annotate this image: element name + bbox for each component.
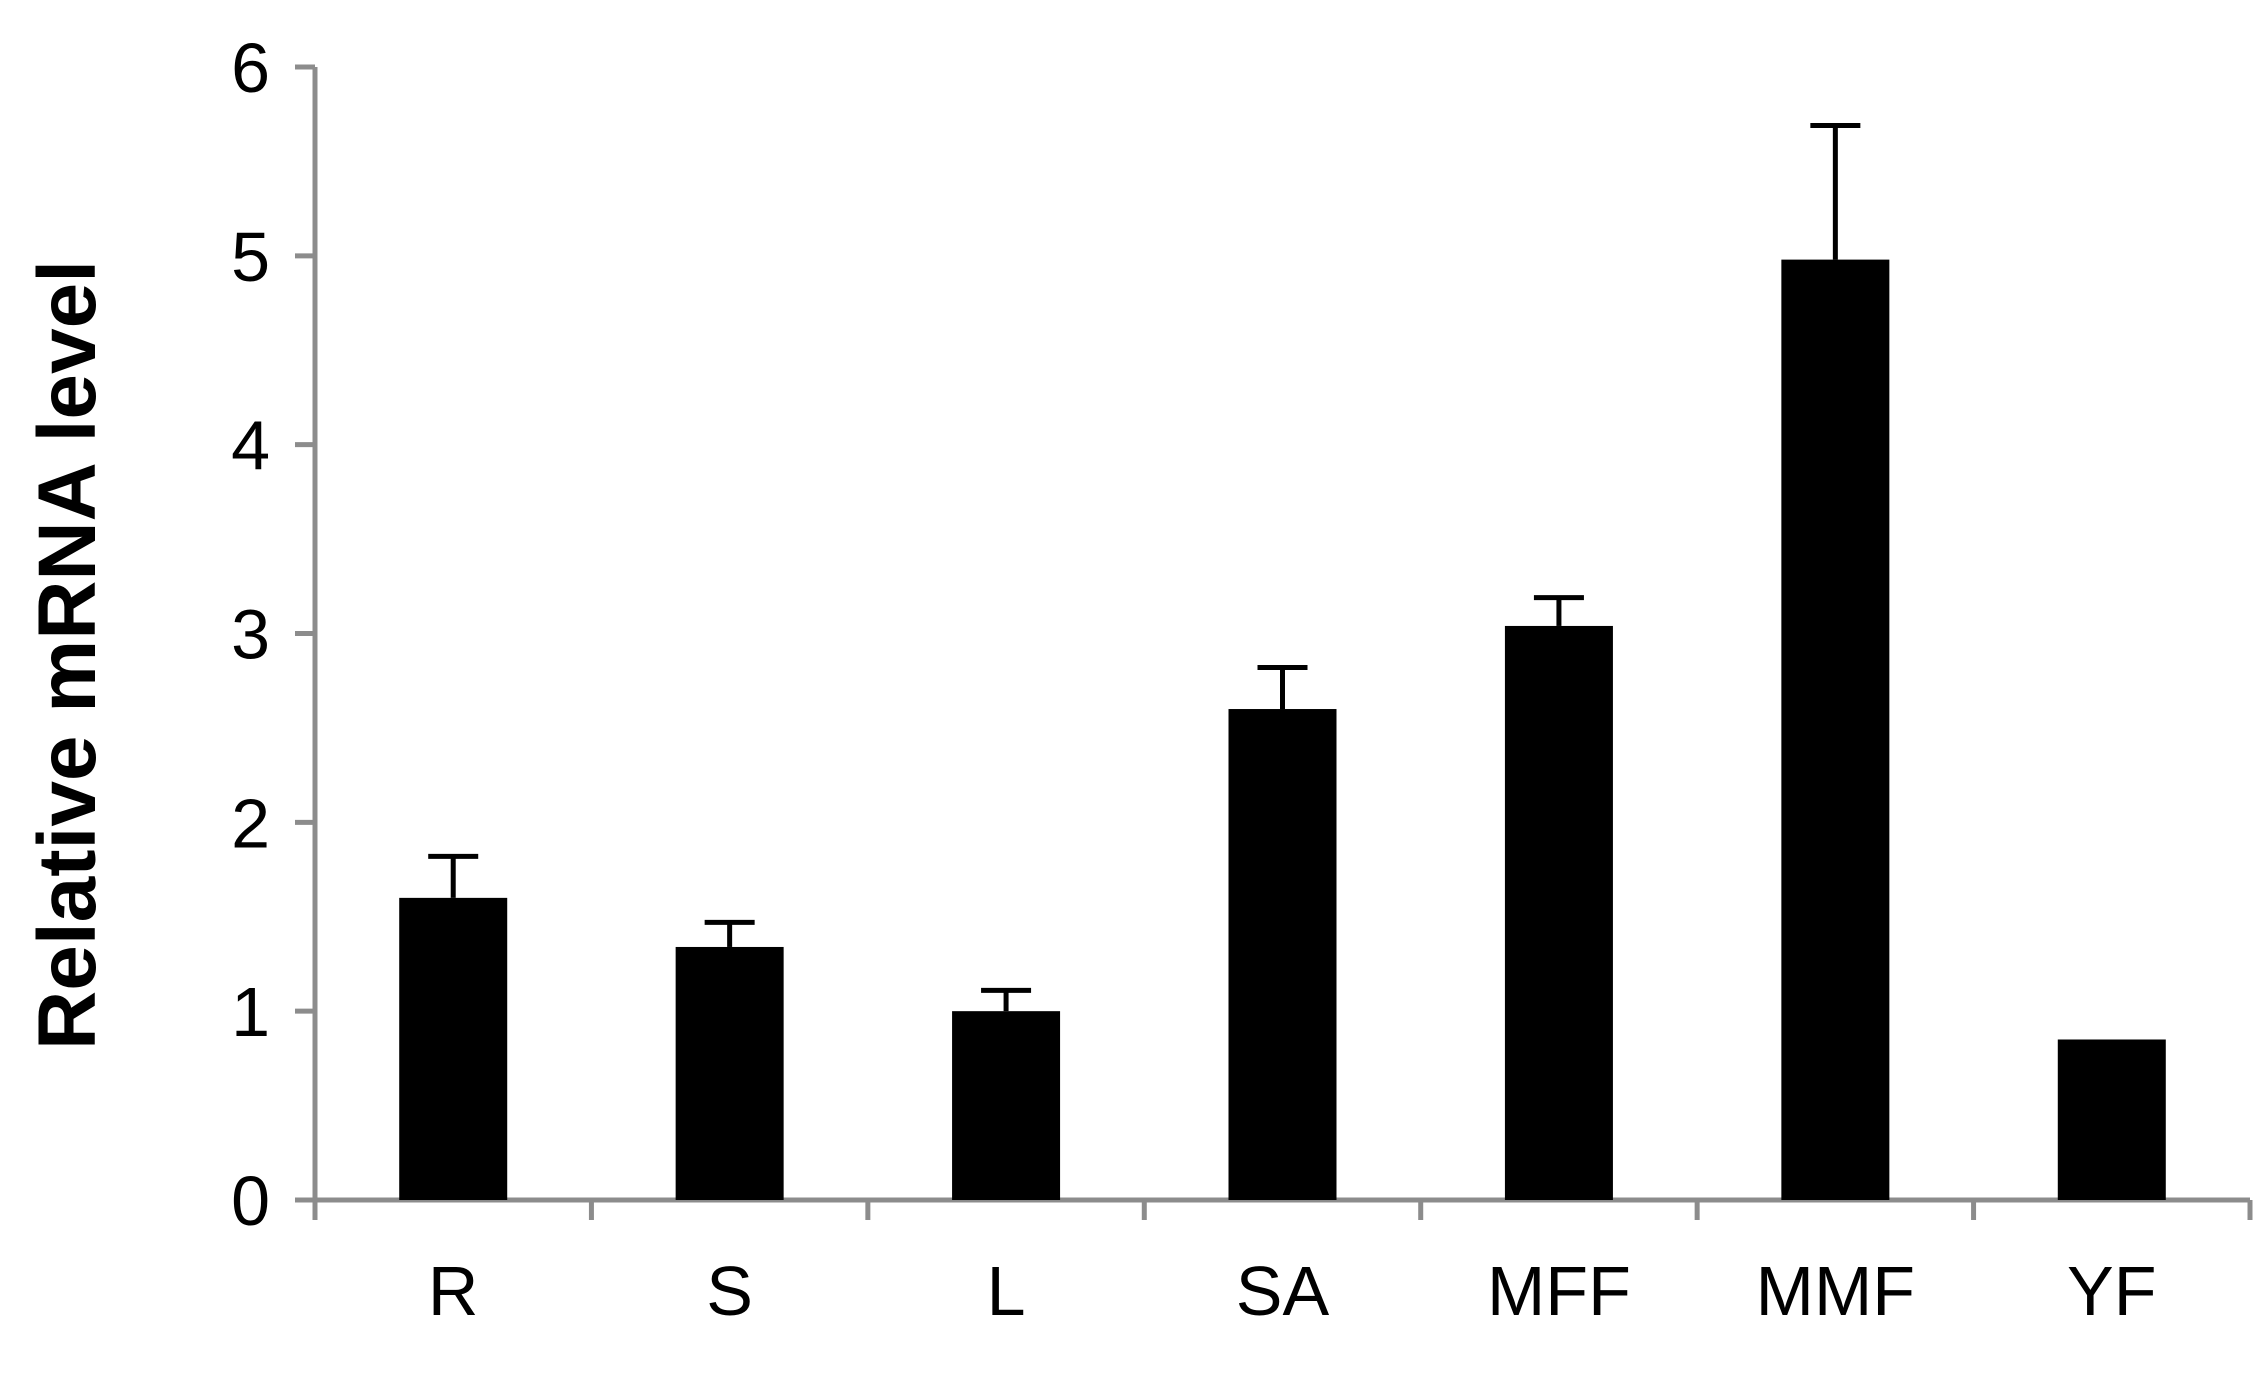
y-axis-title: Relative mRNA level	[22, 260, 113, 1050]
y-tick-label: 6	[231, 29, 270, 107]
x-tick-label: S	[706, 1252, 753, 1330]
x-tick-label: L	[987, 1252, 1026, 1330]
x-tick-label: MFF	[1487, 1252, 1631, 1330]
y-tick-label: 0	[231, 1162, 270, 1240]
bar-mmf	[1781, 259, 1890, 1200]
bar-l	[952, 1011, 1061, 1200]
y-tick-label: 1	[231, 973, 270, 1051]
x-tick-label: R	[428, 1252, 479, 1330]
x-tick-label: YF	[2067, 1252, 2156, 1330]
y-tick-label: 4	[231, 407, 270, 485]
bar-sa	[1228, 709, 1337, 1200]
bars	[399, 259, 2166, 1200]
tick-labels: 0 1 2 3 4 5 6 R S L SA MFF MMF YF	[231, 29, 2156, 1330]
y-tick-label: 5	[231, 218, 270, 296]
axes	[295, 64, 2253, 1220]
y-tick-label: 2	[231, 784, 270, 862]
x-tick-label: SA	[1236, 1252, 1330, 1330]
bar-r	[399, 897, 508, 1200]
error-bars	[428, 123, 1861, 1012]
bar-yf	[2057, 1039, 2166, 1200]
bar-s	[675, 946, 784, 1200]
x-tick-label: MMF	[1756, 1252, 1915, 1330]
bar-mff	[1504, 625, 1613, 1200]
y-tick-label: 3	[231, 596, 270, 674]
